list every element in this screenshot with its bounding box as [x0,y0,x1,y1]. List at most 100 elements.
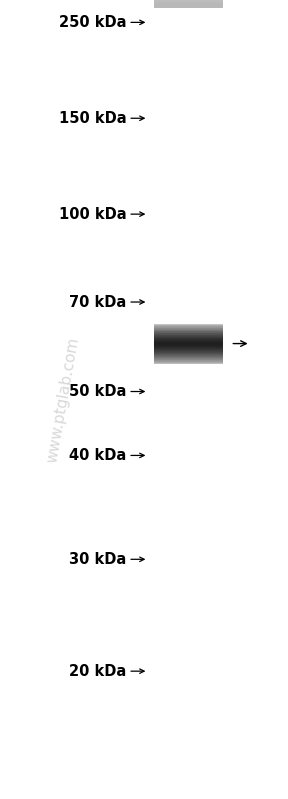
Bar [154,361,223,363]
Bar [154,2,223,6]
Bar [154,329,223,331]
Bar [154,3,223,7]
Bar [154,2,223,6]
Bar [154,354,223,356]
Bar [154,2,223,6]
Bar [154,333,223,335]
Bar [154,3,223,7]
Bar [154,2,223,6]
Bar [154,0,223,4]
Bar [154,342,223,344]
Bar [154,1,223,5]
Bar [154,0,223,4]
Bar [154,348,223,349]
Bar [154,1,223,5]
Bar [154,2,223,6]
Bar [154,2,223,6]
Bar [154,2,223,6]
Bar [154,0,223,4]
Bar [154,4,223,8]
Bar [154,4,223,8]
Bar [154,348,223,349]
Bar [154,340,223,341]
Bar [154,4,223,8]
Bar [154,2,223,6]
Bar [154,4,223,8]
Bar [154,356,223,357]
Bar [154,2,223,6]
Bar [154,2,223,6]
Bar [154,0,223,4]
Bar [154,4,223,8]
Bar [154,332,223,334]
Bar [154,0,223,4]
Bar [154,358,223,359]
Bar [154,3,223,7]
Bar [154,2,223,6]
Bar [154,2,223,6]
Bar [154,0,223,4]
Bar [154,328,223,329]
Text: 150 kDa: 150 kDa [59,111,127,125]
Bar [154,4,223,8]
Bar [154,3,223,7]
Text: www.ptglab.com: www.ptglab.com [45,336,82,463]
Bar [154,332,223,333]
Bar [154,2,223,6]
Bar [154,3,223,7]
Bar [154,2,223,6]
Bar [154,2,223,6]
Bar [154,4,223,8]
Bar [154,355,223,356]
Bar [154,2,223,6]
Bar [154,2,223,6]
Bar [154,325,223,327]
Bar [154,0,223,4]
Bar [154,338,223,340]
Bar [154,4,223,8]
Bar [154,327,223,328]
Bar [154,1,223,5]
Bar [154,2,223,6]
Bar [154,3,223,7]
Bar [154,3,223,7]
Bar [154,3,223,7]
Bar [154,4,223,8]
Bar [154,0,223,4]
Bar [154,1,223,5]
Bar [154,1,223,5]
Bar [154,2,223,6]
Bar [154,347,223,348]
Bar [154,2,223,6]
Bar [154,345,223,346]
Bar [154,2,223,6]
Bar [154,3,223,7]
Bar [154,3,223,7]
Bar [154,1,223,5]
Bar [154,2,223,6]
Text: 100 kDa: 100 kDa [59,207,127,221]
Bar [154,340,223,342]
Bar [154,2,223,6]
Bar [154,2,223,6]
Bar [154,335,223,336]
Bar [154,1,223,5]
Bar [154,3,223,7]
Bar [154,2,223,6]
Bar [154,336,223,337]
Bar [154,1,223,5]
Bar [154,2,223,6]
Bar [154,342,223,343]
Bar [154,355,223,356]
Bar [154,3,223,7]
Bar [154,1,223,5]
Bar [154,2,223,6]
Bar [154,3,223,7]
Bar [154,3,223,7]
Bar [154,336,223,338]
Bar [154,3,223,7]
Bar [154,2,223,6]
Bar [154,2,223,6]
Bar [154,3,223,7]
Bar [154,2,223,6]
